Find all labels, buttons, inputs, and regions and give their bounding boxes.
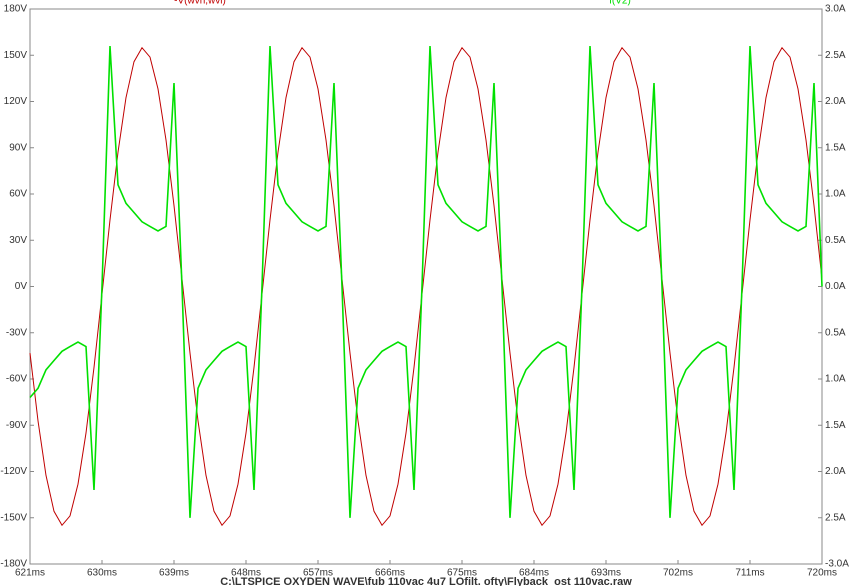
x-tick-label: 693ms — [591, 568, 621, 579]
y2-tick-label: -3.0A — [825, 559, 849, 570]
x-tick-label: 702ms — [663, 568, 693, 579]
x-tick-label: 621ms — [15, 568, 45, 579]
x-tick-label: 720ms — [807, 568, 837, 579]
y2-tick-label: 0.0A — [825, 281, 846, 292]
y2-tick-label: 0.5A — [825, 235, 846, 246]
x-tick-label: 648ms — [231, 568, 261, 579]
y2-tick-label: 2.0A — [825, 466, 846, 477]
y-tick-label: -30V — [6, 327, 27, 338]
x-tick-label: 675ms — [447, 568, 477, 579]
y2-tick-label: 2.5A — [825, 512, 846, 523]
y2-tick-label: 1.0A — [825, 374, 846, 385]
legend-label: -V(wvn,wvi) — [174, 0, 226, 7]
y-tick-label: 90V — [9, 142, 27, 153]
legend-label: I(V2) — [609, 0, 631, 7]
y2-tick-label: 1.0A — [825, 189, 846, 200]
x-tick-label: 684ms — [519, 568, 549, 579]
y-tick-label: -60V — [6, 374, 27, 385]
y2-tick-label: 2.5A — [825, 50, 846, 61]
y2-tick-label: 1.5A — [825, 142, 846, 153]
y-tick-label: -180V — [0, 559, 27, 570]
file-title: C:\LTSPICE OXYDEN WAVE\fub 110vac 4u7 LO… — [220, 576, 632, 586]
y-tick-label: 60V — [9, 189, 27, 200]
series-line — [29, 46, 823, 527]
y2-tick-label: 1.5A — [825, 420, 846, 431]
y-tick-label: 0V — [15, 281, 28, 292]
y2-tick-label: 2.0A — [825, 96, 846, 107]
x-tick-label: 639ms — [159, 568, 189, 579]
x-tick-label: 630ms — [87, 568, 117, 579]
y-tick-label: 150V — [4, 50, 28, 61]
y-tick-label: -150V — [0, 512, 27, 523]
y-tick-label: -120V — [0, 466, 27, 477]
y-tick-label: 30V — [9, 235, 27, 246]
y-tick-label: -90V — [6, 420, 27, 431]
y-tick-label: 180V — [4, 4, 28, 15]
series-line — [29, 45, 823, 518]
y2-tick-label: 0.5A — [825, 327, 846, 338]
x-tick-label: 711ms — [735, 568, 764, 579]
x-tick-label: 657ms — [303, 568, 333, 579]
y2-tick-label: 3.0A — [825, 4, 846, 15]
plot-frame — [29, 8, 823, 565]
y-tick-label: 120V — [4, 96, 28, 107]
x-tick-label: 666ms — [375, 568, 405, 579]
